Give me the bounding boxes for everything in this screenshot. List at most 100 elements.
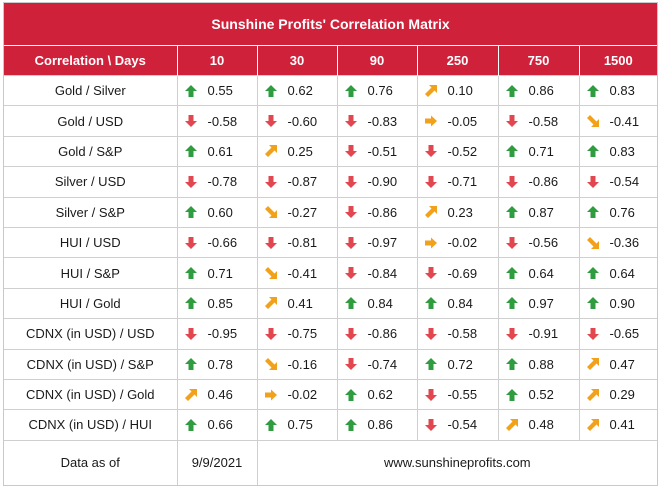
correlation-value: 0.47 (609, 356, 635, 372)
correlation-cell: 0.75 (257, 409, 338, 441)
correlation-cell: -0.78 (177, 166, 258, 198)
header-cell-250: 250 (417, 45, 499, 76)
correlation-value: 0.41 (609, 417, 635, 433)
correlation-value: -0.95 (207, 326, 238, 342)
up-arrow-icon (338, 296, 364, 310)
down-arrow-icon (418, 418, 444, 432)
correlation-cell: -0.58 (498, 105, 580, 137)
correlation-cell: -0.74 (337, 348, 418, 380)
correlation-value: 0.84 (447, 295, 473, 311)
right-arrow-icon (418, 236, 444, 250)
correlation-value: 0.46 (207, 387, 233, 403)
table-row: HUI / S&P 0.71 -0.41 -0.84 -0.69 0.64 0.64 (4, 257, 658, 289)
diagonal-down-arrow-icon (258, 357, 284, 371)
correlation-value: -0.54 (609, 174, 640, 190)
correlation-value: -0.05 (447, 113, 478, 129)
row-label: Gold / S&P (4, 135, 178, 167)
correlation-cell: 0.85 (177, 287, 258, 319)
correlation-cell: -0.60 (257, 105, 338, 137)
up-arrow-icon (580, 296, 606, 310)
down-arrow-icon (499, 327, 525, 341)
row-label: HUI / Gold (4, 287, 178, 319)
row-label: HUI / S&P (4, 257, 178, 289)
correlation-cell: 0.76 (579, 196, 658, 228)
correlation-cell: 0.71 (177, 257, 258, 289)
correlation-value: 0.62 (287, 83, 313, 99)
correlation-value: -0.81 (287, 235, 318, 251)
correlation-value: 0.84 (367, 295, 393, 311)
right-arrow-icon (418, 114, 444, 128)
down-arrow-icon (258, 175, 284, 189)
correlation-cell: -0.66 (177, 226, 258, 258)
correlation-cell: -0.69 (417, 257, 499, 289)
correlation-value: 0.83 (609, 143, 635, 159)
down-arrow-icon (178, 327, 204, 341)
diagonal-up-arrow-icon (580, 388, 606, 402)
down-arrow-icon (258, 114, 284, 128)
row-label: Silver / USD (4, 166, 178, 198)
down-arrow-icon (338, 205, 364, 219)
correlation-value: 0.76 (609, 204, 635, 220)
correlation-cell: -0.02 (417, 226, 499, 258)
correlation-value: 0.64 (609, 265, 635, 281)
table-row: HUI / USD -0.66 -0.81 -0.97 -0.02 -0.56 -0.36 (4, 226, 658, 258)
up-arrow-icon (499, 266, 525, 280)
correlation-value: 0.60 (207, 204, 233, 220)
correlation-cell: -0.36 (579, 226, 658, 258)
correlation-value: 0.72 (447, 356, 473, 372)
up-arrow-icon (178, 205, 204, 219)
correlation-value: -0.86 (528, 174, 559, 190)
correlation-value: -0.66 (207, 235, 238, 251)
row-label: CDNX (in USD) / USD (4, 318, 178, 350)
correlation-cell: -0.41 (257, 257, 338, 289)
correlation-value: -0.55 (447, 387, 478, 403)
correlation-cell: 0.62 (337, 378, 418, 410)
correlation-value: -0.41 (609, 113, 640, 129)
correlation-cell: -0.84 (337, 257, 418, 289)
correlation-cell: 0.76 (337, 74, 418, 106)
correlation-cell: -0.05 (417, 105, 499, 137)
diagonal-down-arrow-icon (580, 114, 606, 128)
correlation-value: -0.16 (287, 356, 318, 372)
correlation-cell: 0.86 (498, 74, 580, 106)
correlation-value: 0.87 (528, 204, 554, 220)
header-cell-label: Correlation \ Days (4, 45, 178, 76)
correlation-cell: -0.83 (337, 105, 418, 137)
up-arrow-icon (418, 357, 444, 371)
diagonal-down-arrow-icon (258, 205, 284, 219)
correlation-cell: -0.52 (417, 135, 499, 167)
up-arrow-icon (178, 418, 204, 432)
correlation-value: 0.86 (367, 417, 393, 433)
row-label: CDNX (in USD) / S&P (4, 348, 178, 380)
header-cell-30: 30 (257, 45, 338, 76)
correlation-value: 0.66 (207, 417, 233, 433)
table-row: Silver / S&P 0.60 -0.27 -0.86 0.23 0.87 0.76 (4, 196, 658, 228)
correlation-cell: -0.27 (257, 196, 338, 228)
up-arrow-icon (499, 296, 525, 310)
correlation-cell: 0.86 (337, 409, 418, 441)
down-arrow-icon (418, 388, 444, 402)
correlation-value: -0.41 (287, 265, 318, 281)
correlation-value: 0.83 (609, 83, 635, 99)
up-arrow-icon (499, 205, 525, 219)
correlation-value: 0.71 (207, 265, 233, 281)
up-arrow-icon (178, 266, 204, 280)
up-arrow-icon (580, 84, 606, 98)
correlation-value: 0.55 (207, 83, 233, 99)
footer-website-link[interactable]: www.sunshineprofits.com (257, 439, 658, 485)
correlation-cell: 0.71 (498, 135, 580, 167)
diagonal-down-arrow-icon (580, 236, 606, 250)
table-row: Silver / USD -0.78 -0.87 -0.90 -0.71 -0.86 -0.… (4, 166, 658, 198)
correlation-value: -0.91 (528, 326, 559, 342)
correlation-value: -0.86 (367, 204, 398, 220)
correlation-cell: -0.02 (257, 378, 338, 410)
footer-row: Data as of 9/9/2021 www.sunshineprofits.… (4, 439, 658, 485)
correlation-value: -0.97 (367, 235, 398, 251)
correlation-value: 0.61 (207, 143, 233, 159)
up-arrow-icon (580, 205, 606, 219)
correlation-cell: 0.55 (177, 74, 258, 106)
up-arrow-icon (178, 84, 204, 98)
correlation-value: -0.27 (287, 204, 318, 220)
up-arrow-icon (499, 388, 525, 402)
correlation-cell: 0.78 (177, 348, 258, 380)
